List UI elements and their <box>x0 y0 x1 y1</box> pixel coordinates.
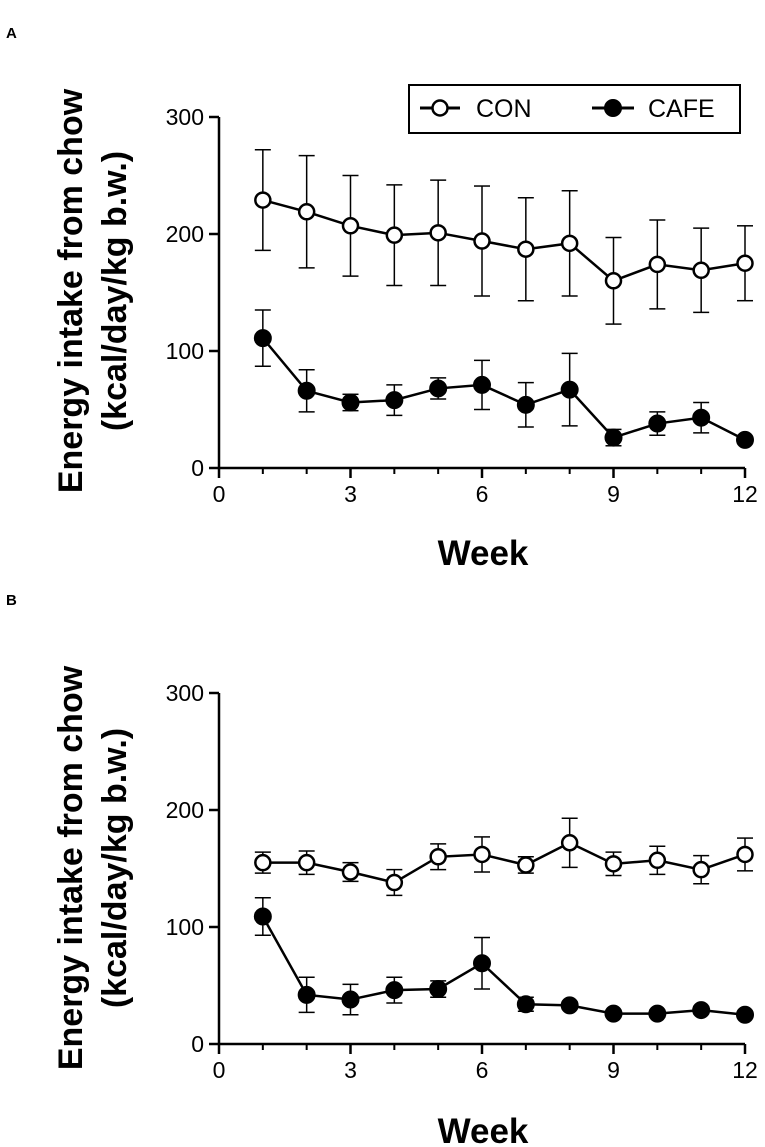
y-tick-label: 200 <box>166 797 204 823</box>
x-tick-label: 0 <box>213 1057 226 1083</box>
cafe-point <box>341 990 360 1009</box>
con-point <box>297 203 316 221</box>
y-tick-label: 0 <box>191 1031 204 1057</box>
cafe-point <box>736 1005 754 1024</box>
cafe-point <box>516 995 535 1014</box>
legend-cafe-marker <box>604 99 622 117</box>
panel-b-ylabel-line1: Energy intake from chow <box>52 665 90 1070</box>
y-tick-label: 0 <box>191 455 204 481</box>
con-point <box>736 845 754 864</box>
cafe-point <box>736 430 754 449</box>
con-point <box>473 232 491 250</box>
con-series-line <box>262 198 746 283</box>
con-point <box>648 851 667 870</box>
panel-b-plot <box>253 817 754 1024</box>
legend-box <box>408 84 741 134</box>
cafe-point <box>385 391 404 410</box>
panel-a-ylabel-line2: (kcal/day/kg b.w.) <box>96 151 134 431</box>
cafe-point <box>648 1004 667 1023</box>
cafe-series-line <box>261 915 746 1016</box>
panel-b-axes: 0 100 200 300 0 3 6 9 12 <box>166 680 758 1083</box>
cafe-point <box>385 981 404 1000</box>
con-point <box>473 845 491 864</box>
cafe-point <box>692 408 711 427</box>
y-tick-label: 100 <box>166 338 204 364</box>
x-tick-label: 9 <box>607 1057 620 1083</box>
con-point <box>517 240 535 258</box>
panel-a-plot <box>253 149 754 449</box>
x-tick-label: 3 <box>344 1057 357 1083</box>
panel-b-letter: B <box>6 592 17 609</box>
cafe-point <box>560 996 579 1015</box>
con-point <box>254 191 272 209</box>
cafe-point <box>473 375 491 394</box>
cafe-point <box>604 428 623 447</box>
panel-a: A Energy intake from chow (kcal/day/kg b… <box>6 25 758 573</box>
cafe-point <box>429 379 448 398</box>
con-series-line <box>262 841 746 884</box>
legend-con-label: CON <box>476 95 532 123</box>
x-tick-label: 12 <box>732 1057 758 1083</box>
x-tick-label: 3 <box>344 481 357 507</box>
cafe-point <box>473 954 491 973</box>
panel-b: B Energy intake from chow (kcal/day/kg b… <box>6 592 758 1147</box>
x-tick-label: 0 <box>213 481 226 507</box>
panel-a-xlabel: Week <box>438 534 529 573</box>
con-point <box>385 873 404 892</box>
x-tick-label: 9 <box>607 481 620 507</box>
panel-a-legend: CON CAFE <box>408 84 741 134</box>
x-tick-label: 6 <box>476 481 489 507</box>
legend-cafe-label: CAFE <box>648 95 715 123</box>
con-point <box>429 224 447 242</box>
cafe-point <box>429 980 448 999</box>
panel-a-letter: A <box>6 25 17 42</box>
con-point <box>604 855 623 873</box>
con-point <box>254 853 272 872</box>
legend-con-marker <box>431 99 449 117</box>
y-tick-label: 300 <box>166 104 204 130</box>
con-point <box>692 261 710 280</box>
x-tick-label: 6 <box>476 1057 489 1083</box>
con-point <box>297 853 316 872</box>
cafe-point <box>341 393 360 412</box>
cafe-point <box>516 395 535 414</box>
con-point <box>560 834 579 852</box>
panel-b-ylabel-line2: (kcal/day/kg b.w.) <box>96 728 134 1008</box>
cafe-point <box>604 1004 623 1023</box>
con-point <box>517 856 535 874</box>
panel-b-xlabel: Week <box>438 1112 529 1147</box>
con-point <box>736 254 754 272</box>
cafe-point <box>253 329 272 348</box>
cafe-point <box>253 907 272 926</box>
con-point <box>341 217 360 235</box>
con-point <box>648 255 667 274</box>
con-point <box>604 272 623 290</box>
cafe-point <box>692 1001 711 1020</box>
y-tick-label: 300 <box>166 680 204 706</box>
x-tick-label: 12 <box>732 481 758 507</box>
con-point <box>385 226 404 244</box>
y-tick-label: 200 <box>166 221 204 247</box>
panel-a-ylabel-line1: Energy intake from chow <box>52 88 90 493</box>
cafe-point <box>297 985 316 1004</box>
cafe-point <box>648 414 667 433</box>
panel-a-axes: 0 100 200 300 0 3 6 9 12 <box>166 104 758 507</box>
cafe-series-line <box>261 337 746 442</box>
con-point <box>692 860 710 879</box>
con-point <box>341 863 360 881</box>
cafe-point <box>560 380 579 399</box>
con-point <box>429 848 447 866</box>
con-point <box>560 234 579 253</box>
cafe-point <box>297 381 316 400</box>
y-tick-label: 100 <box>166 914 204 940</box>
